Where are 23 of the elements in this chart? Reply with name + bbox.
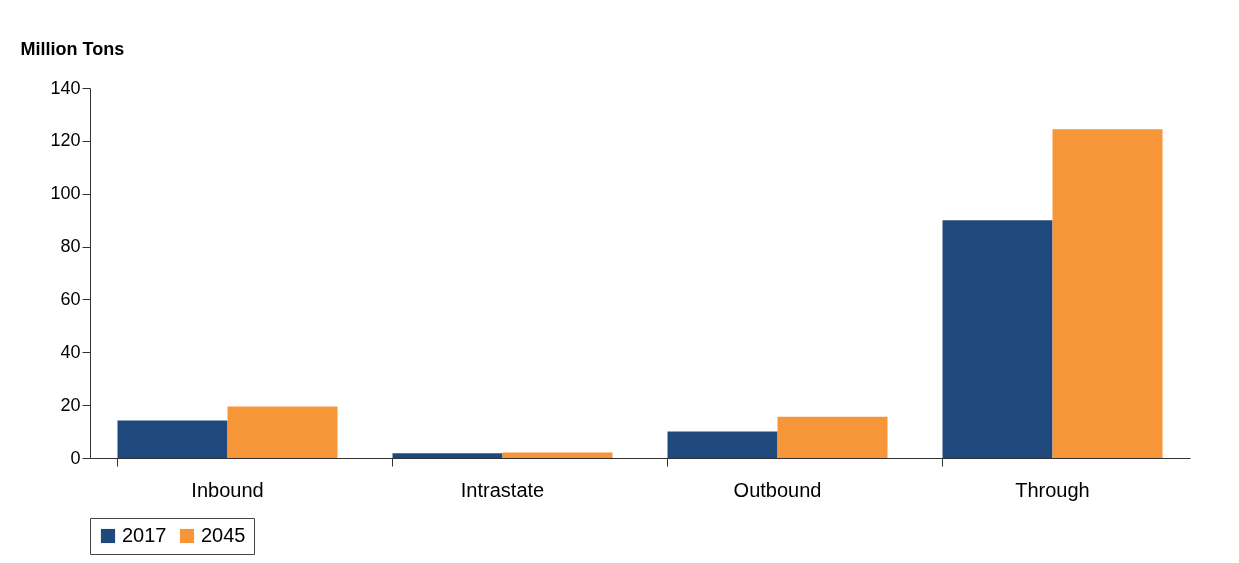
- y-tick-label: 20: [60, 394, 81, 415]
- x-tick-label: Inbound: [191, 478, 264, 501]
- y-tick-label: 80: [60, 236, 81, 257]
- x-tick-label: Outbound: [733, 478, 822, 501]
- bar: [117, 420, 228, 458]
- bar: [777, 416, 888, 458]
- bar: [227, 406, 338, 458]
- bar: [667, 431, 778, 458]
- y-tick-label: 120: [50, 130, 81, 151]
- legend-label: 2017: [122, 524, 167, 546]
- y-tick-label: 60: [60, 288, 81, 309]
- x-tick-label: Intrastate: [460, 478, 545, 501]
- y-axis-title: Million Tons: [20, 38, 125, 59]
- legend-label: 2045: [201, 524, 246, 546]
- bar: [502, 452, 613, 458]
- y-tick-label: 40: [60, 341, 81, 362]
- y-tick-label: 140: [50, 77, 81, 98]
- bar: [942, 220, 1053, 458]
- x-tick-label: Through: [1015, 478, 1090, 501]
- y-tick-label: 100: [50, 183, 81, 204]
- bar: [1052, 129, 1163, 458]
- y-tick-label: 0: [70, 447, 81, 468]
- bar: [392, 453, 503, 458]
